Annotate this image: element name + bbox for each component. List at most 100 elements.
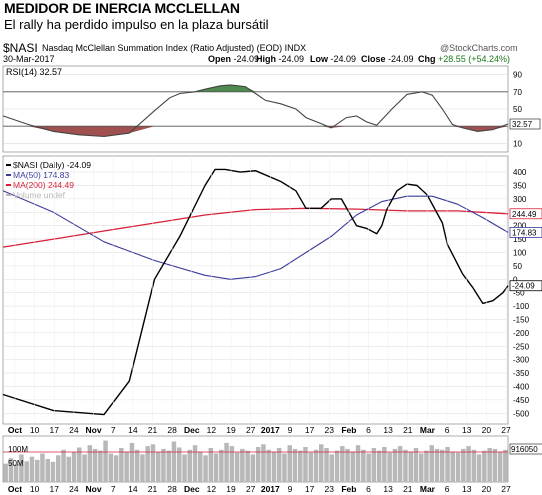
x-tick-label-bottom: Oct (8, 484, 22, 494)
volume-bar (129, 442, 135, 482)
volume-bar (266, 449, 271, 482)
x-tick-label: 20 (482, 425, 492, 435)
x-tick-label-bottom: Mar (420, 484, 436, 494)
volume-bar (397, 446, 403, 482)
x-tick-label-bottom: 23 (325, 484, 335, 494)
rsi-last-value-box (509, 118, 541, 130)
x-tick-label: 13 (383, 425, 393, 435)
x-tick-label: 13 (462, 425, 472, 435)
x-tick-label-bottom: 7 (111, 484, 116, 494)
volume-bar (98, 450, 103, 482)
volume-bar (492, 448, 498, 482)
x-tick-label: Nov (86, 425, 102, 435)
volume-panel (2, 435, 509, 483)
price-tick-label: 350 (513, 181, 527, 190)
x-tick-label-bottom: 10 (30, 484, 40, 494)
price-tick-label: -100 (513, 302, 530, 311)
volume-bar (413, 448, 419, 482)
x-tick-label: 21 (403, 425, 413, 435)
price-tick-label: -350 (513, 369, 530, 378)
rsi-legend: RSI(14) 32.57 (6, 67, 62, 77)
price-last-value-label: 244.49 (512, 210, 537, 219)
volume-bar (45, 459, 50, 482)
x-tick-label: 12 (207, 425, 217, 435)
brand-label: @StockCharts.com (440, 43, 518, 53)
x-tick-label-bottom: 21 (148, 484, 158, 494)
rsi-oversold-fill (3, 126, 508, 137)
price-last-value-box (509, 208, 542, 220)
volume-bar (287, 445, 292, 482)
legend-label: MA(200) 244.49 (13, 180, 74, 190)
x-tick-label: 27 (501, 425, 511, 435)
volume-bar (198, 451, 203, 482)
volume-bar (403, 449, 408, 482)
volume-bar (219, 449, 224, 482)
volume-bar (8, 458, 14, 482)
volume-bar (271, 451, 277, 482)
volume-bar (213, 453, 219, 482)
volume-bar (440, 449, 445, 482)
x-tick-label: 17 (305, 425, 315, 435)
legend-label: MA(50) 174.83 (13, 170, 69, 180)
volume-bar (166, 450, 171, 482)
price-tick-label: 300 (513, 195, 527, 204)
price-last-value-box (509, 227, 542, 238)
ohlc-item: Open -24.09 (208, 54, 259, 64)
volume-bar (145, 446, 150, 482)
volume-bar (471, 449, 477, 482)
volume-bar (103, 440, 108, 482)
x-tick-label-bottom: 13 (462, 484, 472, 494)
volume-bar (408, 451, 413, 482)
article-title: MEDIDOR DE INERCIA MCCLELLAN (4, 0, 240, 16)
x-tick-label-bottom: Dec (184, 484, 200, 494)
index-name: Nasdaq McClellan Summation Index (Ratio … (42, 43, 306, 53)
volume-bar (187, 449, 192, 482)
legend-label: Volume undef (13, 190, 66, 200)
volume-bar (503, 449, 508, 482)
volume-bar (229, 446, 235, 482)
x-tick-label-bottom: 28 (167, 484, 177, 494)
volume-bar (82, 454, 87, 482)
volume-bar (308, 452, 313, 482)
price-last-value-label: -24.09 (512, 282, 535, 291)
ohlc-item: Chg +28.55 (+54.24%) (418, 54, 510, 64)
volume-bar (292, 448, 298, 482)
x-tick-label: 14 (128, 425, 138, 435)
x-tick-label: 2017 (261, 425, 280, 435)
price-tick-label: 100 (513, 248, 527, 257)
price-tick-label: 0 (513, 275, 518, 284)
volume-bar (245, 450, 250, 482)
x-tick-label: 27 (246, 425, 256, 435)
x-tick-label-bottom: 14 (128, 484, 138, 494)
rsi-tick-label: 90 (513, 71, 522, 80)
volume-bar (66, 456, 71, 482)
volume-bar (240, 448, 245, 482)
volume-bar (361, 449, 366, 482)
x-tick-label: Mar (420, 425, 436, 435)
volume-bar (56, 455, 61, 482)
x-tick-label-bottom: 2017 (261, 484, 280, 494)
volume-bar (3, 463, 8, 482)
legend-label: $NASI (Daily) -24.09 (13, 160, 91, 170)
ma200-line (2, 207, 509, 248)
volume-bar (355, 445, 361, 482)
x-tick-label-bottom: 6 (366, 484, 371, 494)
volume-bar (429, 445, 434, 482)
x-tick-label-bottom: 13 (383, 484, 393, 494)
x-tick-label: Dec (184, 425, 200, 435)
volume-bar (140, 454, 145, 482)
volume-bar (455, 452, 461, 482)
price-tick-label: -50 (513, 289, 525, 298)
x-tick-label: Feb (341, 425, 356, 435)
volume-bar (371, 448, 377, 482)
volume-bar (134, 449, 140, 482)
volume-bar (345, 448, 350, 482)
price-tick-label: -400 (513, 382, 530, 391)
x-tick-label: 23 (325, 425, 335, 435)
volume-bar (171, 441, 177, 482)
rsi-tick-label: 70 (513, 88, 522, 97)
price-panel (2, 155, 509, 425)
volume-bar (282, 453, 287, 482)
x-tick-label: 19 (226, 425, 236, 435)
volume-bar (224, 442, 229, 482)
